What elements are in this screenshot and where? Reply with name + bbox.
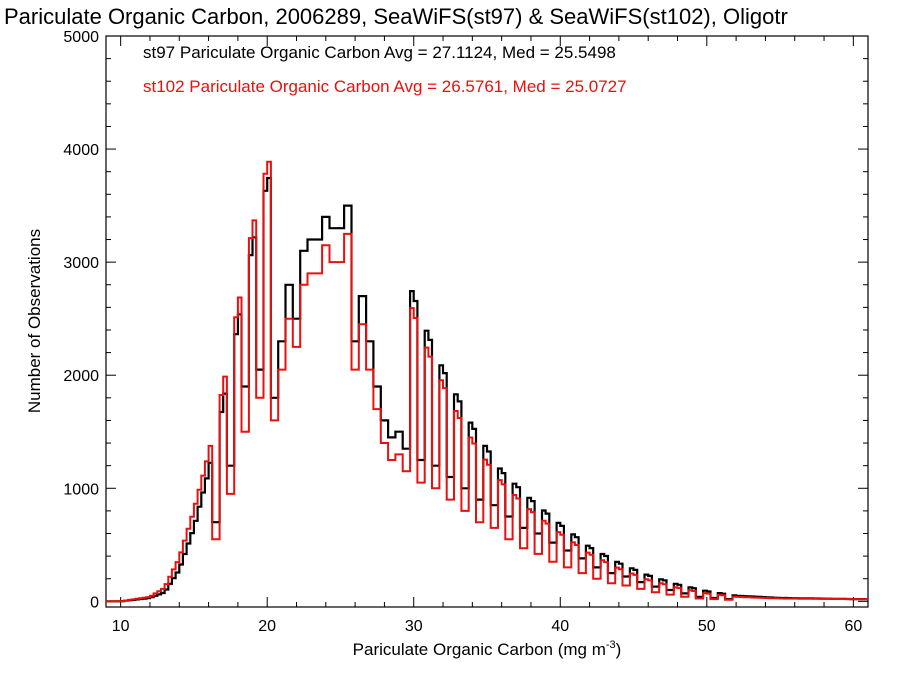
x-tick-label: 40 <box>551 618 569 635</box>
x-tick-label: 30 <box>405 618 423 635</box>
y-axis-label: Number of Observations <box>25 229 44 413</box>
chart-title: Pariculate Organic Carbon, 2006289, SeaW… <box>4 4 788 29</box>
plot-frame <box>105 35 869 608</box>
y-tick-label: 3000 <box>63 255 99 272</box>
y-tick-label: 1000 <box>63 481 99 498</box>
x-tick-label: 60 <box>844 618 862 635</box>
y-tick-label: 0 <box>90 594 99 611</box>
series-st102-line <box>106 160 868 603</box>
y-tick-label: 2000 <box>63 368 99 385</box>
x-tick-label: 50 <box>698 618 716 635</box>
axis-ticks: 10 20 30 40 50 60 0 1000 2000 3000 4000 5000 <box>63 29 868 635</box>
y-tick-label: 4000 <box>63 142 99 159</box>
series-layer <box>106 160 868 603</box>
x-tick-label: 10 <box>112 618 130 635</box>
legend-entry-st102: st102 Pariculate Organic Carbon Avg = 26… <box>143 77 627 96</box>
x-tick-label: 20 <box>258 618 276 635</box>
legend-entry-st97: st97 Pariculate Organic Carbon Avg = 27.… <box>143 43 616 62</box>
y-tick-label: 5000 <box>63 29 99 46</box>
x-axis-label: Pariculate Organic Carbon (mg m-3) <box>353 639 622 659</box>
